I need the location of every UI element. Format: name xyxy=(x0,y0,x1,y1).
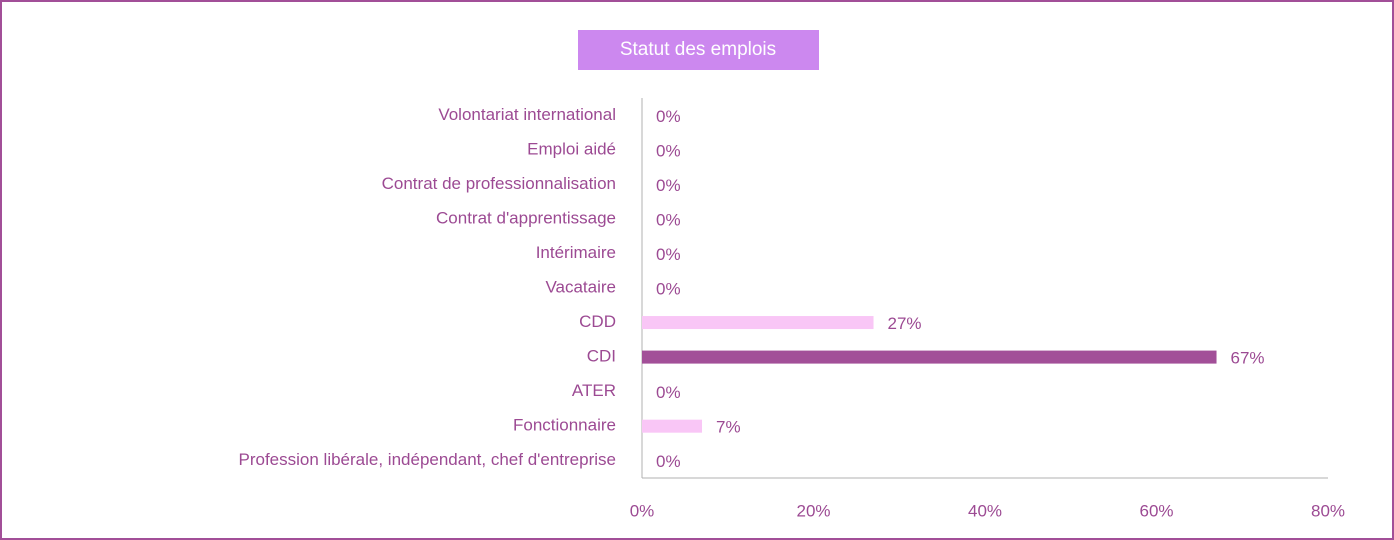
data-label: 67% xyxy=(1231,349,1265,368)
y-tick-label: CDD xyxy=(579,312,616,331)
y-tick-label: Vacataire xyxy=(545,277,616,296)
y-tick-label: Intérimaire xyxy=(536,243,616,262)
y-tick-label: Emploi aidé xyxy=(527,139,616,158)
y-tick-label: Volontariat international xyxy=(438,105,616,124)
y-tick-label: Profession libérale, indépendant, chef d… xyxy=(239,450,617,469)
data-label: 0% xyxy=(656,245,681,264)
bar xyxy=(642,419,703,433)
x-tick-label: 20% xyxy=(796,501,830,520)
bar xyxy=(642,350,1217,364)
y-tick-label: Fonctionnaire xyxy=(513,416,616,435)
title-box xyxy=(578,30,819,70)
y-tick-label: Contrat d'apprentissage xyxy=(436,208,616,227)
data-label: 0% xyxy=(656,107,681,126)
y-tick-label: Contrat de professionnalisation xyxy=(382,174,616,193)
bar xyxy=(642,316,874,330)
data-label: 0% xyxy=(656,452,681,471)
data-label: 27% xyxy=(888,314,922,333)
chart-title: Statut des emplois xyxy=(620,39,776,60)
y-tick-label: CDI xyxy=(587,347,616,366)
x-tick-label: 40% xyxy=(968,501,1002,520)
x-tick-label: 0% xyxy=(630,501,655,520)
y-tick-label: ATER xyxy=(572,381,616,400)
data-label: 0% xyxy=(656,176,681,195)
data-label: 0% xyxy=(656,383,681,402)
x-tick-label: 80% xyxy=(1311,501,1345,520)
data-label: 0% xyxy=(656,210,681,229)
data-label: 0% xyxy=(656,279,681,298)
x-tick-label: 60% xyxy=(1139,501,1173,520)
data-label: 0% xyxy=(656,141,681,160)
data-label: 7% xyxy=(716,418,741,437)
